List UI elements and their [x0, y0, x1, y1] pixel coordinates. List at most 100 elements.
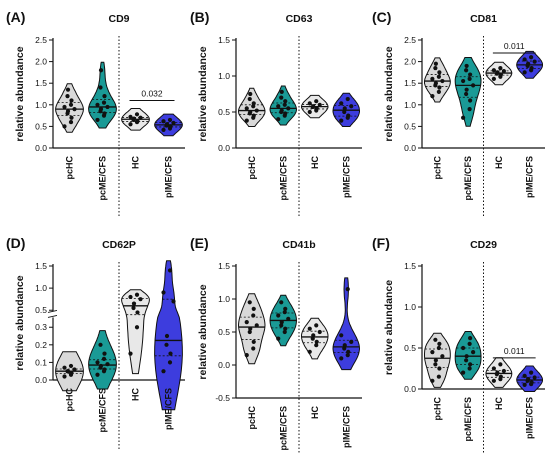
data-point: [436, 345, 441, 351]
x-tick-label: pcHC: [247, 406, 257, 430]
data-point: [98, 107, 104, 112]
data-point: [283, 326, 288, 331]
axis-break-mark: [47, 309, 58, 313]
data-point: [134, 112, 140, 117]
data-point: [345, 353, 350, 358]
data-point: [346, 113, 351, 118]
data-point: [430, 94, 435, 99]
data-point: [464, 358, 469, 363]
panel-cd41b: (E) CD41b -0.5 0.0 0.5 1.0 1.5 relative abundan…: [190, 235, 362, 453]
x-tick-label: pcME/CFS: [463, 397, 473, 442]
data-point: [98, 342, 103, 347]
y-tick-label: 0.0: [404, 143, 416, 153]
y-axis-label: relative abundance: [197, 284, 209, 379]
data-point: [251, 306, 256, 311]
data-point: [317, 329, 322, 335]
data-point: [464, 91, 469, 97]
data-point: [491, 378, 496, 383]
data-point: [279, 108, 284, 113]
data-point: [342, 343, 347, 348]
x-tick-label: pcHC: [65, 156, 75, 180]
data-point: [164, 333, 170, 339]
panel-cd29: (F) CD29 0.0 0.5 1.0 1.5 relative abundance pcH…: [372, 235, 545, 453]
data-point: [98, 85, 103, 90]
violin-hc: [121, 289, 150, 375]
y-tick-label: 0.5: [35, 121, 47, 131]
x-tick-label: pcME/CFS: [278, 406, 288, 451]
data-point: [65, 369, 71, 374]
data-point: [440, 354, 445, 359]
y-tick-label: -0.5: [215, 393, 230, 403]
y-tick-label: 0.2: [35, 340, 47, 350]
data-point: [105, 104, 110, 110]
data-point: [522, 373, 527, 378]
data-point: [279, 95, 284, 100]
y-axis-label: relative abundance: [197, 46, 209, 141]
y-tick-label: 0.0: [218, 143, 230, 153]
data-point: [68, 363, 74, 369]
data-point: [437, 366, 442, 371]
y-tick-label: 2.0: [35, 57, 47, 67]
data-point: [72, 367, 77, 372]
data-point: [339, 101, 344, 106]
data-point: [529, 55, 534, 60]
data-point: [501, 368, 506, 374]
data-point: [522, 382, 527, 387]
data-point: [282, 310, 287, 315]
panel-cd81: (C) CD81 0.0 0.5 1.0 1.5 2.0 2.5 relative abunda…: [372, 9, 545, 218]
data-point: [283, 99, 288, 104]
data-point: [131, 305, 136, 311]
panel-title: CD41b: [282, 239, 315, 251]
data-point: [102, 351, 107, 356]
data-point: [247, 329, 252, 335]
panel-letter: (D): [6, 235, 25, 251]
data-point: [468, 72, 473, 77]
y-tick-label: 1.0: [35, 283, 47, 293]
data-point: [467, 341, 472, 346]
data-point: [167, 117, 173, 123]
data-point: [436, 374, 441, 379]
data-point: [102, 111, 107, 116]
violin-pchc: [424, 57, 451, 103]
data-point: [464, 87, 469, 92]
y-tick-label: 1.0: [35, 100, 47, 110]
panel-title: CD62P: [102, 239, 136, 251]
data-point: [522, 57, 527, 62]
panel-letter: (A): [6, 9, 25, 25]
data-point: [248, 326, 253, 331]
data-point: [128, 114, 133, 119]
data-point: [311, 104, 316, 109]
y-tick-label: 0.0: [35, 375, 47, 385]
data-point: [135, 310, 140, 315]
data-point: [244, 320, 249, 325]
x-tick-label: plME/CFS: [525, 397, 535, 439]
data-point: [532, 375, 537, 380]
data-point: [342, 346, 347, 351]
y-tick-label: 0.5: [35, 305, 47, 315]
y-axis-label: relative abundance: [383, 280, 395, 375]
data-point: [314, 339, 319, 344]
y-tick-label: 1.0: [218, 71, 230, 81]
data-point: [95, 102, 100, 107]
data-point: [346, 349, 351, 354]
data-point: [282, 329, 287, 335]
x-tick-label: pcHC: [432, 156, 442, 180]
data-point: [433, 65, 438, 71]
y-tick-label: 2.5: [35, 35, 47, 45]
data-point: [102, 367, 107, 372]
data-point: [433, 362, 438, 367]
data-point: [283, 306, 288, 311]
y-tick-label: 2.5: [404, 35, 416, 45]
data-point: [244, 353, 249, 358]
data-point: [95, 360, 100, 365]
y-axis-label: relative abundance: [383, 46, 395, 141]
data-point: [471, 350, 476, 355]
data-point: [128, 122, 133, 127]
data-point: [134, 325, 140, 330]
data-point: [461, 345, 466, 351]
data-point: [314, 99, 319, 104]
data-point: [436, 74, 441, 79]
data-point: [244, 118, 249, 123]
x-tick-label: pcHC: [65, 388, 75, 412]
